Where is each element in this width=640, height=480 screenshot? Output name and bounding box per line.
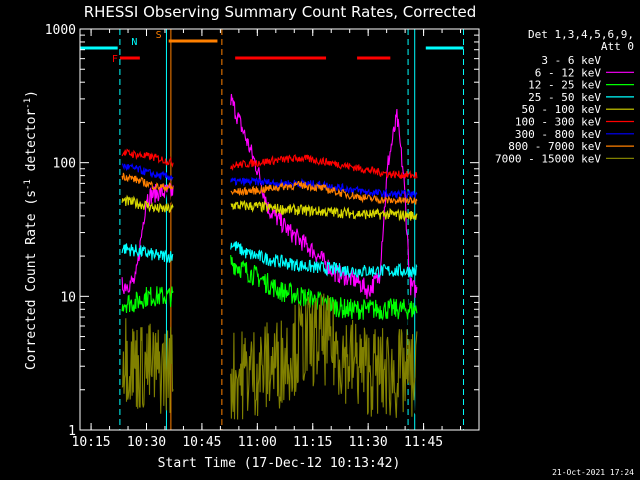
flag-label: S (156, 30, 162, 41)
flag-label: F (112, 54, 118, 65)
flag-label: N (131, 37, 137, 48)
legend-label: 100 - 300 keV (515, 116, 601, 129)
y-tick-label: 1 (68, 424, 76, 439)
series-line (230, 293, 418, 420)
y-tick-label: 1000 (45, 23, 76, 38)
x-tick-label: 10:15 (72, 435, 111, 450)
legend-label: 12 - 25 keV (528, 79, 601, 92)
series-line (230, 81, 418, 415)
series-line (121, 286, 174, 313)
series-line (121, 183, 174, 295)
plot-frame (79, 28, 480, 431)
x-tick-label: 10:30 (127, 435, 166, 450)
legend-header: Det 1,3,4,5,6,9, (528, 28, 634, 41)
series-line (121, 318, 174, 414)
legend-header: Att 0 (601, 40, 634, 53)
legend-label: 6 - 12 keV (535, 66, 602, 79)
y-tick-label: 10 (60, 290, 76, 305)
chart-title: RHESSI Observing Summary Count Rates, Co… (84, 3, 477, 21)
x-axis-label: Start Time (17-Dec-12 10:13:42) (158, 456, 401, 471)
flag-bars: N S F (80, 30, 464, 65)
y-tick-label: 100 (53, 157, 76, 172)
series-line (121, 148, 174, 168)
series-line (121, 172, 174, 192)
legend-label: 300 - 800 keV (515, 128, 601, 141)
series-line (121, 243, 174, 263)
y-axis-label: Corrected Count Rate (s-1 detector-1) (23, 90, 39, 370)
x-tick-label: 10:45 (182, 435, 221, 450)
legend-label: 3 - 6 keV (541, 54, 601, 67)
x-tick-label: 11:15 (293, 435, 332, 450)
legend-label: 800 - 7000 keV (508, 140, 601, 153)
x-tick-label: 11:00 (238, 435, 277, 450)
series-line (230, 241, 418, 279)
x-tick-label: 11:30 (349, 435, 388, 450)
x-axis-ticks: 10:15 10:30 10:45 11:00 11:15 11:30 11:45 (72, 29, 462, 450)
x-tick-label: 11:45 (404, 435, 443, 450)
series-line (230, 199, 418, 223)
y-axis-ticks: 1 10 100 1000 (45, 23, 479, 439)
data-series (121, 81, 418, 420)
legend-label: 7000 - 15000 keV (495, 152, 601, 165)
series-line (230, 180, 418, 205)
legend-label: 25 - 50 keV (528, 91, 601, 104)
series-line (121, 194, 174, 213)
footer-timestamp: 21-Oct-2021 17:24 (552, 468, 634, 477)
legend-label: 50 - 100 keV (522, 103, 602, 116)
series-line (122, 162, 174, 182)
series-line (230, 176, 418, 200)
series-line (230, 154, 418, 180)
